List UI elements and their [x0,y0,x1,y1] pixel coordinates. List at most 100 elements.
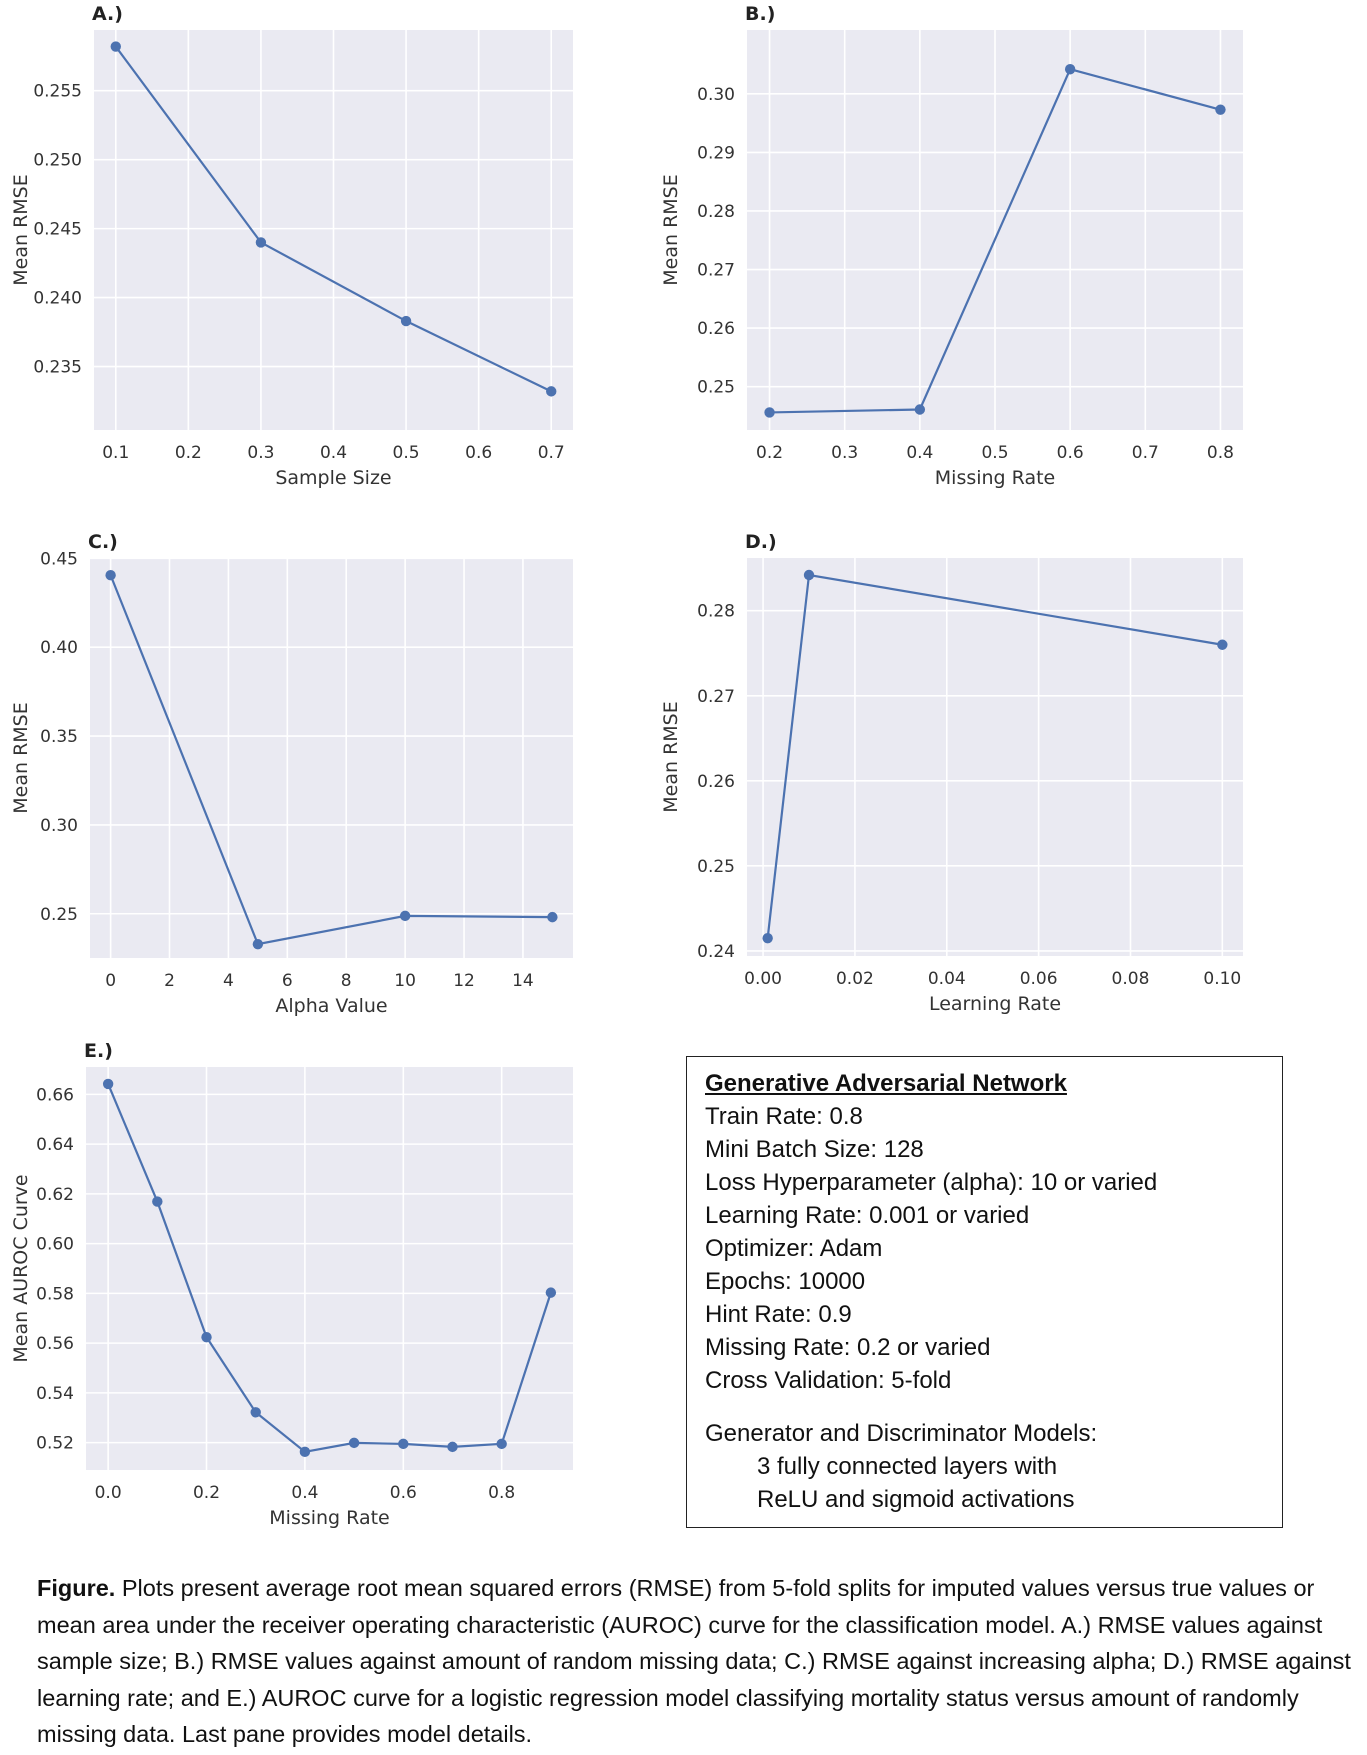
data-point [762,932,773,944]
x-tick-label: 0.04 [928,969,966,989]
y-tick-label: 0.45 [40,549,78,569]
x-tick-label: 0.1 [102,443,129,463]
y-tick-label: 0.27 [697,687,735,707]
x-tick-label: 8 [341,971,352,991]
x-axis-label: Missing Rate [269,1507,389,1529]
y-tick-label: 0.58 [36,1284,74,1304]
panel-label: E.) [84,1040,113,1062]
details-line: Learning Rate: 0.001 or varied [705,1202,1030,1229]
model-details-box: Generative Adversarial Network Train Rat… [686,1056,1283,1528]
chart-panel-c: 0 2 4 6 8 10 12 14 0.25 0.30 0.35 0.40 0.45 Alpha Val… [10,525,660,1025]
y-tick-label: 0.25 [697,378,735,398]
x-tick-label: 0.08 [1112,969,1150,989]
data-point [102,1078,114,1090]
y-axis-label: Mean RMSE [10,174,32,285]
figure-caption: Figure. Plots present average root mean … [37,1570,1357,1753]
details-models-heading: Generator and Discriminator Models: [705,1420,1098,1447]
y-axis-label: Mean RMSE [660,174,682,285]
data-point [110,41,121,52]
data-point [399,910,411,922]
x-tick-label: 0.00 [744,969,782,989]
y-axis-label: Mean RMSE [10,702,32,813]
data-point [400,315,412,327]
y-tick-label: 0.54 [36,1384,74,1404]
series-line [769,67,1221,414]
data-point [201,1331,212,1343]
y-tick-label: 0.245 [33,220,82,240]
data-point [255,237,267,248]
y-tick-label: 0.66 [36,1085,74,1105]
data-point [803,569,815,581]
x-tick-label: 0.02 [836,969,874,989]
details-models-line: ReLU and sigmoid activations [757,1486,1075,1513]
data-point [547,911,558,923]
y-tick-label: 0.60 [36,1235,74,1255]
data-point [496,1438,507,1450]
details-models-line: 3 fully connected layers with [757,1453,1058,1480]
x-tick-label: 0.2 [175,443,202,463]
y-tick-label: 0.240 [33,289,82,309]
x-tick-label: 0.3 [247,443,274,463]
data-point [1217,639,1228,650]
panel-label: D.) [745,531,777,553]
y-tick-label: 0.250 [33,151,82,171]
chart-panel-d: 0.00 0.02 0.04 0.06 0.08 0.10 0.24 0.25 0.26 0.27… [660,525,1300,1025]
plot-area [86,1067,573,1470]
chart-panel-b: 0.2 0.3 0.4 0.5 0.6 0.7 0.8 0.25 0.26 0.27 0.28 0.2… [660,0,1300,500]
data-point [252,938,264,950]
data-point [250,1407,261,1418]
details-line: Train Rate: 0.8 [705,1103,863,1130]
x-tick-label: 0.6 [390,1483,417,1503]
x-tick-label: 0.2 [756,443,783,463]
x-axis-label: Sample Size [275,467,391,489]
data-point [348,1437,360,1449]
series-line [109,574,553,946]
x-tick-label: 0.8 [488,1483,515,1503]
data-point [764,407,775,418]
x-tick-label: 10 [394,971,416,991]
details-line: Optimizer: Adam [705,1235,883,1262]
data-point [299,1446,311,1458]
x-tick-label: 0.5 [393,443,420,463]
x-axis-label: Learning Rate [929,993,1061,1015]
y-tick-label: 0.29 [697,143,735,163]
data-point [914,404,926,415]
x-tick-label: 0.0 [95,1483,122,1503]
details-line: Cross Validation: 5-fold [705,1367,952,1394]
details-line: Missing Rate: 0.2 or varied [705,1334,991,1361]
data-point [152,1196,163,1207]
panel-label: B.) [745,3,775,25]
details-line: Epochs: 10000 [705,1268,866,1295]
y-tick-label: 0.26 [697,319,735,339]
data-point [1215,104,1226,115]
y-tick-label: 0.27 [697,261,735,281]
data-point [447,1441,458,1453]
x-tick-label: 12 [453,971,475,991]
data-point [105,570,116,581]
panel-label: A.) [92,3,123,25]
y-tick-label: 0.35 [40,727,78,747]
x-tick-label: 4 [223,971,234,991]
y-tick-label: 0.30 [697,85,735,105]
data-point [545,1287,557,1298]
data-point [546,386,557,397]
x-tick-label: 0.4 [906,443,933,463]
details-title: Generative Adversarial Network [705,1070,1067,1097]
y-tick-label: 0.30 [40,816,78,836]
details-spacer [705,1397,1264,1417]
x-tick-label: 2 [164,971,175,991]
y-tick-label: 0.28 [697,202,735,222]
x-tick-label: 0.6 [1057,443,1084,463]
chart-svg: 0.00 0.02 0.04 0.06 0.08 0.10 0.24 0.25 0.26 0.27… [660,531,1243,1015]
x-tick-label: 6 [282,971,293,991]
y-tick-label: 0.26 [697,772,735,792]
x-axis-label: Alpha Value [275,995,387,1017]
y-axis-label: Mean RMSE [660,701,682,812]
caption-text: Plots present average root mean squared … [37,1575,1351,1747]
y-tick-label: 0.64 [36,1135,74,1155]
y-tick-label: 0.52 [36,1434,74,1454]
x-tick-label: 0.2 [193,1483,220,1503]
y-tick-label: 0.25 [697,857,735,877]
y-tick-label: 0.24 [697,942,735,962]
y-tick-label: 0.62 [36,1185,74,1205]
